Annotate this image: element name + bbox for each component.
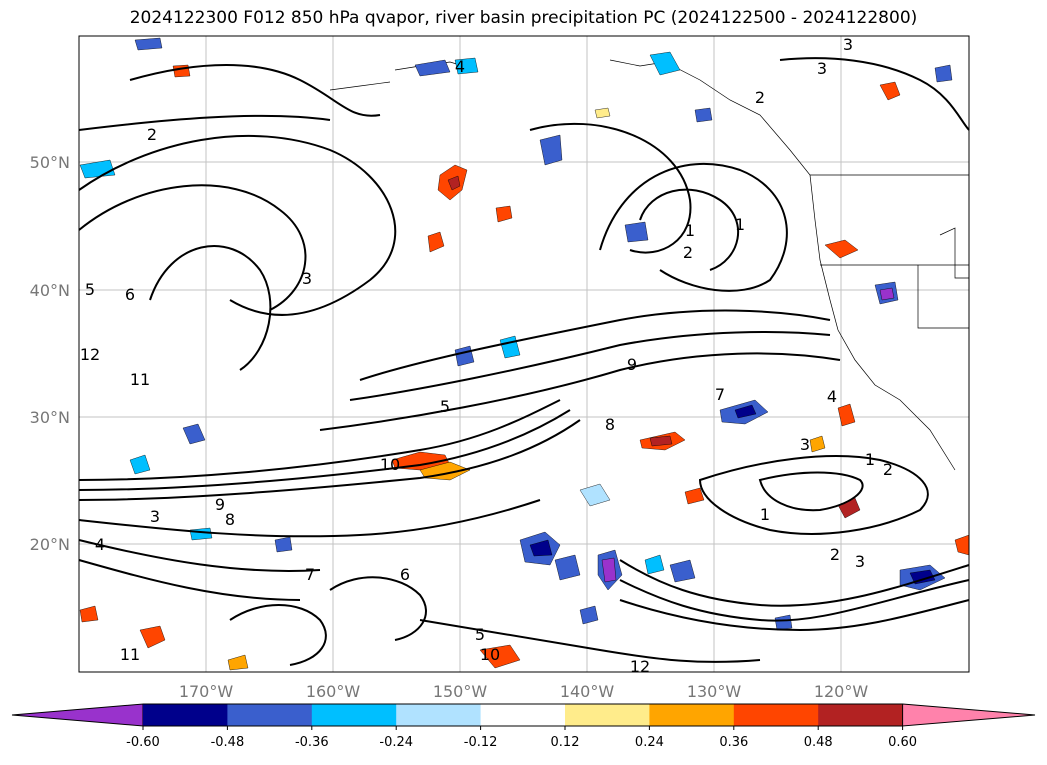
- longitude-label: 120°W: [814, 682, 869, 701]
- contour-label: 6: [125, 285, 135, 304]
- longitude-label: 150°W: [433, 682, 488, 701]
- latitude-label: 20°N: [30, 535, 70, 554]
- colorbar-tick-label: 0.24: [635, 735, 664, 750]
- colorbar-segment: [649, 704, 735, 726]
- contour-label: 5: [85, 280, 95, 299]
- contour-label: 2: [830, 545, 840, 564]
- contour-label: 3: [150, 507, 160, 526]
- longitude-label: 160°W: [306, 682, 361, 701]
- contour-label: 1: [760, 505, 770, 524]
- contour-label: 7: [305, 565, 315, 584]
- contour-label: 9: [627, 355, 637, 374]
- contour-label: 5: [475, 625, 485, 644]
- longitude-labels: 170°W 160°W 150°W 140°W 130°W 120°W: [179, 682, 869, 701]
- colorbar-segment: [227, 704, 313, 726]
- colorbar-tick-label: 0.60: [888, 735, 917, 750]
- contour-label: 3: [817, 59, 827, 78]
- contour-label: 1: [865, 450, 875, 469]
- longitude-label: 140°W: [560, 682, 615, 701]
- colorbar-segment: [311, 704, 397, 726]
- colorbar-segment: [818, 704, 904, 726]
- contour-label: 12: [630, 657, 650, 676]
- latitude-label: 30°N: [30, 408, 70, 427]
- colorbar-extend-low: [11, 703, 144, 727]
- contour-label: 4: [455, 57, 465, 76]
- colorbar-extend-high: [902, 703, 1036, 727]
- colorbar-tick-label: -0.12: [464, 735, 498, 750]
- colorbar-tick-label: -0.24: [379, 735, 413, 750]
- longitude-label: 170°W: [179, 682, 234, 701]
- contour-label: 9: [215, 495, 225, 514]
- contour-label: 3: [843, 35, 853, 54]
- contour-label: 3: [855, 552, 865, 571]
- contour-label: 3: [800, 435, 810, 454]
- precip-patches: [79, 37, 970, 671]
- contour-label: 4: [827, 387, 837, 406]
- longitude-label: 130°W: [687, 682, 742, 701]
- latitude-labels: 50°N 40°N 30°N 20°N: [30, 153, 70, 554]
- contour-label: 10: [480, 645, 500, 664]
- contour-label: 8: [605, 415, 615, 434]
- colorbar: -0.60 -0.48 -0.36 -0.24 -0.12 0.12 0.24 0.36 0.4…: [11, 703, 1036, 750]
- contour-label: 6: [400, 565, 410, 584]
- colorbar-segment: [733, 704, 819, 726]
- map-title: 2024122300 F012 850 hPa qvapor, river ba…: [129, 8, 918, 28]
- contour-label: 2: [755, 88, 765, 107]
- contour-label: 4: [95, 535, 105, 554]
- contour-label: 12: [80, 345, 100, 364]
- contour-label: 8: [225, 510, 235, 529]
- colorbar-segment: [143, 704, 228, 726]
- colorbar-tick-label: -0.48: [211, 735, 245, 750]
- contour-label: 2: [147, 125, 157, 144]
- contour-label: 11: [120, 645, 140, 664]
- contour-label: 10: [380, 455, 400, 474]
- contour-label: 5: [440, 397, 450, 416]
- contour-label: 7: [715, 385, 725, 404]
- colorbar-segment: [396, 704, 482, 726]
- colorbar-tick-label: 0.48: [804, 735, 833, 750]
- colorbar-tick-label: -0.60: [126, 735, 160, 750]
- colorbar-tick-label: -0.36: [295, 735, 329, 750]
- colorbar-segment: [480, 704, 566, 726]
- contour-label: 11: [130, 370, 150, 389]
- contours: [78, 57, 970, 666]
- colorbar-segment: [565, 704, 650, 726]
- colorbar-tick-label: 0.36: [719, 735, 748, 750]
- contour-label: 1: [685, 221, 695, 240]
- contour-label: 1: [735, 215, 745, 234]
- contour-label: 2: [883, 460, 893, 479]
- colorbar-tick-label: 0.12: [551, 735, 580, 750]
- latitude-label: 40°N: [30, 281, 70, 300]
- contour-label: 3: [302, 269, 312, 288]
- contour-label: 2: [683, 243, 693, 262]
- latitude-label: 50°N: [30, 153, 70, 172]
